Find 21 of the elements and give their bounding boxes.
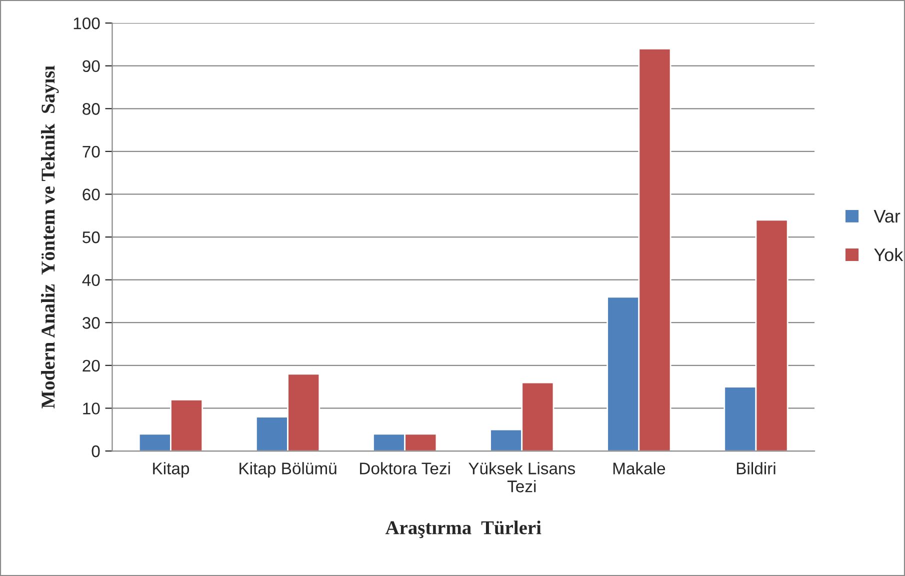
- y-tick-label: 70: [82, 146, 100, 158]
- y-tick-label: 60: [82, 188, 100, 200]
- y-tick-label: 30: [82, 317, 100, 329]
- legend-label: Yok: [874, 248, 904, 262]
- legend-label: Var: [874, 210, 900, 223]
- x-tick-label: Yüksek Lisans Tezi: [468, 462, 576, 492]
- x-tick-label: Doktora Tezi: [360, 462, 450, 474]
- x-tick-label: Kitap Bölümü: [240, 462, 336, 478]
- y-tick-label: 100: [74, 17, 100, 30]
- x-tick-label: Makale: [613, 462, 666, 474]
- y-tick-label: 40: [82, 274, 100, 286]
- y-tick-label: 10: [83, 402, 100, 414]
- y-tick-label: 20: [82, 360, 100, 372]
- x-tick-label: Kitap: [153, 462, 190, 478]
- y-tick-label: 0: [92, 445, 100, 458]
- y-tick-label: 90: [82, 60, 100, 72]
- y-tick-label: 50: [82, 231, 100, 244]
- y-axis-title: Modern Analiz Yöntem ve Teknik Sayısı: [41, 66, 59, 408]
- x-axis-title: Araştırma Türleri: [385, 520, 542, 538]
- y-tick-label: 80: [82, 103, 100, 115]
- x-tick-label: Bildiri: [736, 462, 776, 474]
